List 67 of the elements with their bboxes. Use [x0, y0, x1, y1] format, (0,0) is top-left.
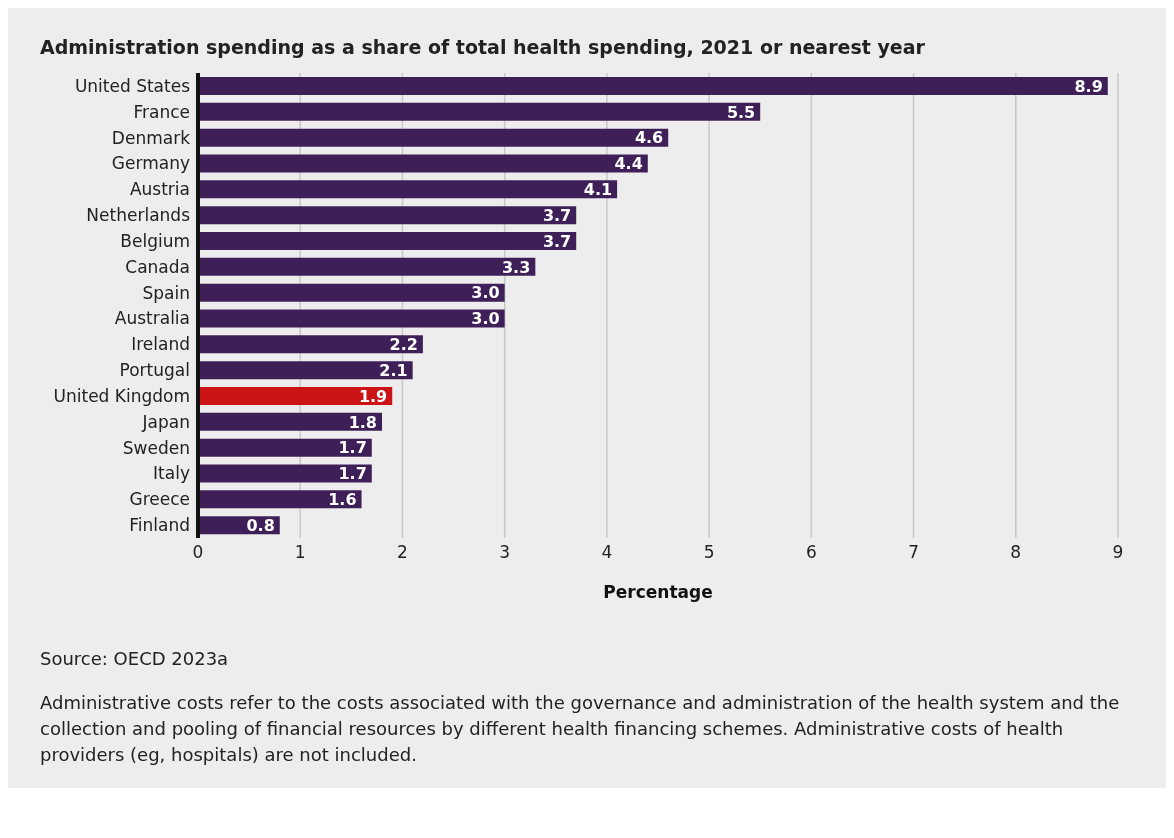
bar: [198, 490, 362, 509]
y-tick-label: Canada: [125, 256, 190, 277]
bar: [198, 335, 423, 354]
y-tick-label: Japan: [141, 411, 190, 432]
x-tick-label: 4: [601, 542, 613, 563]
y-tick-label: Ireland: [131, 334, 190, 355]
bar: [198, 206, 577, 225]
y-tick-label: Finland: [129, 515, 190, 536]
data-label: 3.7: [542, 205, 572, 225]
data-label: 4.1: [583, 180, 613, 200]
data-label: 2.1: [379, 360, 408, 380]
x-tick-label: 0: [192, 542, 204, 563]
data-label: 1.8: [348, 412, 377, 432]
bar: [198, 438, 372, 457]
data-label: 1.6: [328, 490, 357, 510]
y-tick-label: Spain: [142, 282, 190, 303]
bar: [198, 257, 536, 276]
bar: [198, 128, 669, 147]
y-tick-label: Greece: [129, 489, 190, 510]
bar: [198, 154, 648, 173]
bar: [198, 387, 393, 405]
data-label: 1.9: [358, 386, 388, 406]
data-label: 2.2: [389, 335, 418, 355]
y-tick-label: France: [133, 101, 190, 122]
y-tick-label: Denmark: [111, 127, 191, 148]
data-label: 8.9: [1074, 76, 1103, 96]
y-tick-label: Netherlands: [86, 205, 191, 226]
x-axis-title: Percentage: [603, 582, 713, 602]
x-tick-label: 9: [1112, 542, 1124, 563]
y-tick-label: Italy: [153, 463, 190, 484]
data-label: 4.4: [614, 154, 643, 174]
bar: [198, 232, 577, 250]
y-tick-label: Sweden: [122, 437, 190, 458]
bar: [198, 283, 505, 302]
x-tick-label: 6: [805, 542, 817, 563]
data-label: 3.3: [501, 257, 531, 277]
bar: [198, 309, 505, 328]
data-label: 1.7: [338, 464, 367, 484]
y-tick-label: Germany: [111, 153, 190, 174]
bar: [198, 102, 761, 121]
source-note: Source: OECD 2023a: [40, 647, 230, 671]
bar: [198, 77, 1108, 95]
bar: [198, 464, 372, 483]
x-tick-label: 7: [908, 542, 919, 563]
x-tick-label: 2: [397, 542, 408, 563]
x-tick-label: 5: [703, 542, 715, 563]
x-tick-label: 1: [294, 542, 306, 563]
data-label: 3.7: [542, 231, 572, 251]
data-label: 3.0: [471, 309, 500, 329]
text: Administrative costs refer to the costs associated with the governance and administration of the health system and the collection and pooling of financial resources by different health financing schemes. Administrative costs of health providers (eg, hospitals) are not included.: [40, 691, 1121, 768]
y-tick-label: Austria: [129, 179, 190, 200]
bar: [198, 361, 413, 380]
y-tick-label: United States: [74, 75, 191, 96]
y-tick-label: Belgium: [120, 230, 190, 251]
bar: [198, 412, 382, 431]
x-tick-label: 8: [1010, 542, 1022, 563]
data-label: 0.8: [246, 515, 275, 535]
y-tick-label: Portugal: [119, 360, 190, 381]
chart-title: Administration spending as a share of total health spending, 2021 or nearest year: [40, 36, 926, 58]
y-tick-label: United Kingdom: [53, 385, 190, 406]
x-tick-label: 3: [499, 542, 511, 563]
y-tick-label: Australia: [114, 308, 190, 329]
data-label: 1.7: [338, 438, 367, 458]
bar: [198, 180, 618, 199]
data-label: 4.6: [634, 128, 664, 148]
data-label: 3.0: [471, 283, 500, 303]
data-label: 5.5: [726, 102, 756, 122]
